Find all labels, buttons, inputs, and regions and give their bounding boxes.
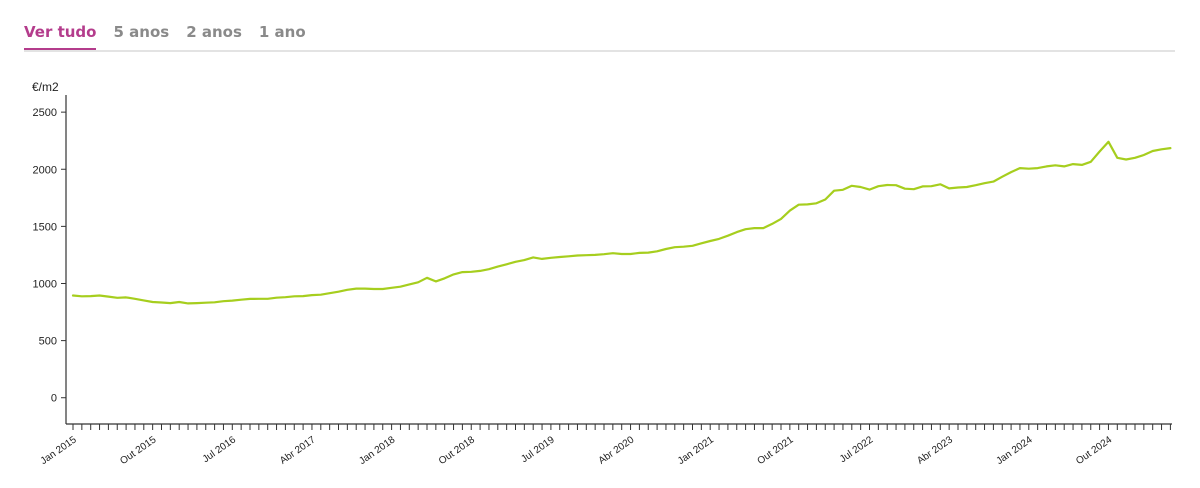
y-tick-label: 0 [51, 393, 57, 405]
y-tick-label: 2000 [33, 164, 57, 176]
y-tick-label: 1000 [33, 278, 57, 290]
x-tick-label: Jan 2015 [39, 434, 79, 467]
tab-2-anos[interactable]: 2 anos [186, 23, 242, 41]
x-tick-label: Jul 2016 [201, 434, 239, 465]
x-tick-label: Abr 2017 [278, 434, 318, 467]
y-tick-label: 1500 [33, 221, 57, 233]
x-tick-label: Out 2021 [756, 434, 796, 467]
y-axis-unit-label: €/m2 [32, 80, 59, 94]
price-series-line [71, 140, 1172, 305]
x-tick-label: Jul 2022 [838, 434, 876, 465]
tabs-divider [24, 50, 1175, 52]
tab-5-anos[interactable]: 5 anos [113, 23, 170, 41]
x-tick-label: Jan 2024 [994, 434, 1034, 467]
x-tick-label: Out 2018 [437, 434, 477, 467]
x-tick-label: Abr 2023 [915, 434, 955, 467]
x-tick-label: Out 2015 [118, 434, 158, 467]
time-range-tabs: Ver tudo 5 anos 2 anos 1 ano [24, 22, 323, 51]
x-tick-label: Abr 2020 [597, 434, 637, 467]
chart-axes: 0 500 1000 1500 2000 2500 Jan 2015 Out 2015 Jul … [33, 95, 1172, 467]
x-tick-label: Out 2024 [1074, 434, 1114, 467]
tab-1-ano[interactable]: 1 ano [258, 23, 306, 41]
y-tick-label: 500 [39, 336, 57, 348]
chart-series [71, 140, 1172, 305]
x-tick-label: Jan 2018 [357, 434, 397, 467]
x-tick-label: Jul 2019 [519, 434, 557, 465]
y-tick-label: 2500 [33, 107, 57, 119]
tab-ver-tudo[interactable]: Ver tudo [24, 22, 97, 51]
x-tick-label: Jan 2021 [676, 434, 716, 467]
